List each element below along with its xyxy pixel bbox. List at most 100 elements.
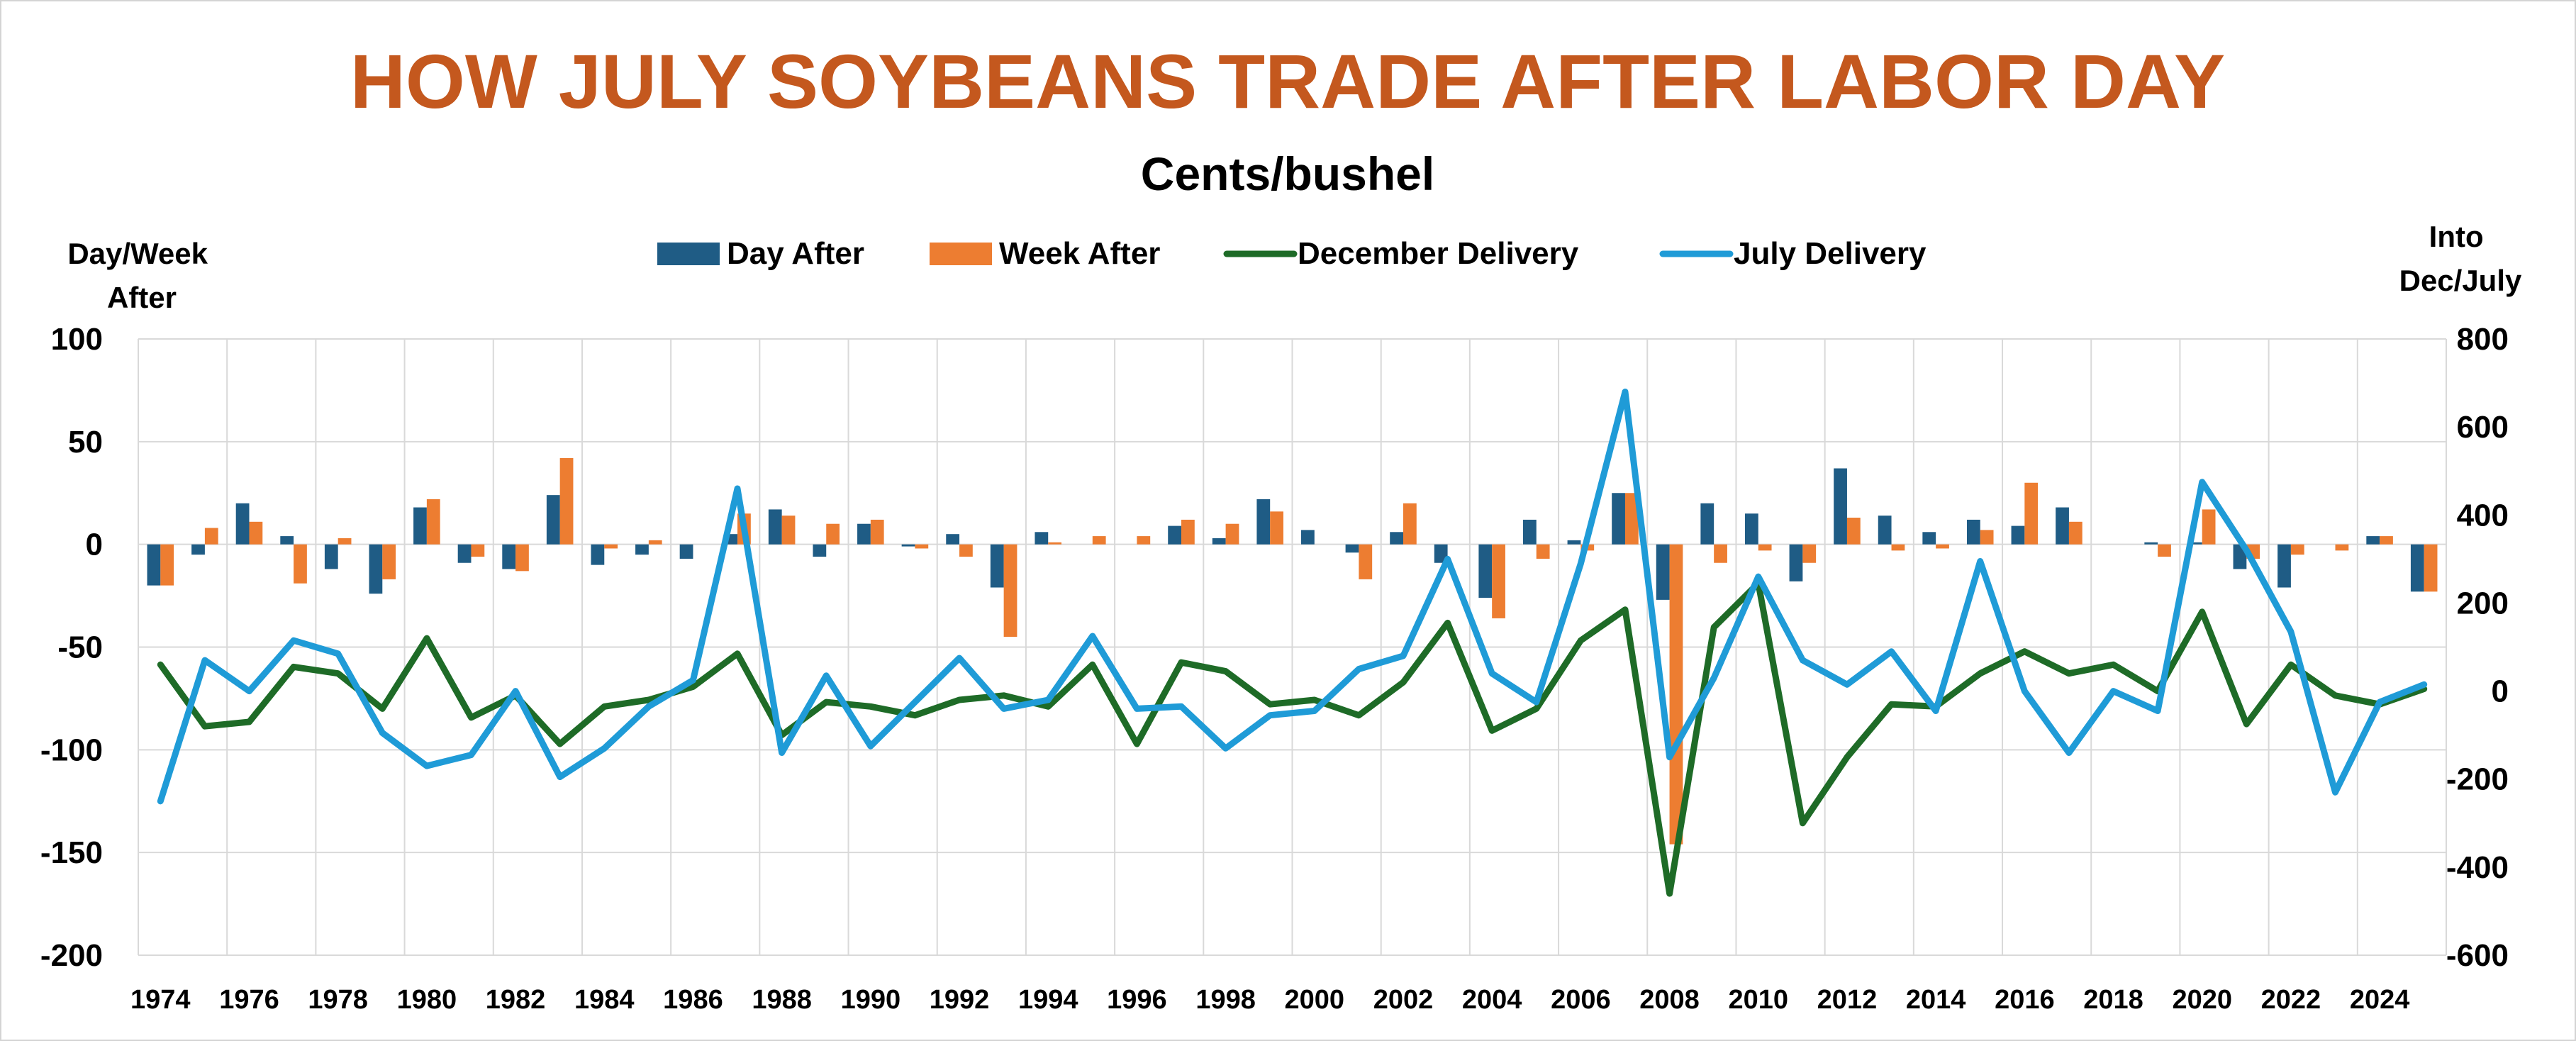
week-after-bar bbox=[1225, 523, 1239, 545]
day-after-bar bbox=[2011, 525, 2025, 545]
week-after-bar bbox=[249, 521, 263, 545]
grid-layer bbox=[138, 338, 2447, 956]
week-after-bar bbox=[1003, 544, 1017, 638]
x-tick-label: 2018 bbox=[2083, 985, 2143, 1015]
x-tick-label: 2014 bbox=[1906, 985, 1966, 1015]
day-after-bar bbox=[280, 536, 294, 545]
day-after-bar bbox=[2277, 544, 2291, 588]
day-after-bar bbox=[1168, 525, 1182, 545]
day-after-bar bbox=[324, 544, 338, 569]
july-delivery-legend-label: July Delivery bbox=[1734, 236, 1927, 271]
x-tick-label: 2002 bbox=[1373, 985, 1434, 1015]
day-after-bar bbox=[502, 544, 516, 569]
day-after-bar bbox=[1390, 532, 1403, 545]
week-after-bar bbox=[870, 519, 884, 545]
day-after-bar bbox=[1656, 544, 1670, 600]
y-right-tick-label: -200 bbox=[2446, 762, 2509, 797]
x-tick-label: 1982 bbox=[486, 985, 546, 1015]
day-after-bar bbox=[1256, 499, 1271, 545]
x-tick-label: 1980 bbox=[397, 985, 457, 1015]
week-after-bar bbox=[781, 516, 796, 545]
week-after-bar bbox=[1137, 536, 1151, 545]
day-after-bar bbox=[591, 544, 605, 565]
week-after-bar bbox=[1492, 544, 1505, 618]
day-after-bar bbox=[813, 544, 827, 557]
chart-legend: Day After Week After December Delivery July… bbox=[657, 236, 1927, 271]
y-left-tick-label: -200 bbox=[40, 938, 103, 973]
week-after-bar bbox=[1936, 544, 1949, 549]
day-after-bar bbox=[2410, 544, 2424, 592]
day-after-legend-label: Day After bbox=[727, 236, 864, 271]
x-tick-label: 1984 bbox=[574, 985, 635, 1015]
day-after-bar bbox=[679, 544, 693, 559]
x-tick-label: 1974 bbox=[130, 985, 191, 1015]
day-after-bar bbox=[457, 544, 472, 563]
y-left-tick-label: 100 bbox=[51, 322, 103, 357]
week-after-bar bbox=[471, 544, 485, 557]
week-after-bar bbox=[2424, 544, 2438, 592]
y-right-tick-label: 800 bbox=[2457, 322, 2509, 357]
week-after-bar bbox=[1403, 503, 1417, 545]
day-after-bar bbox=[235, 503, 250, 545]
week-after-bar bbox=[1181, 519, 1195, 545]
day-after-bar bbox=[1922, 532, 1936, 545]
day-after-bar bbox=[1878, 516, 1892, 545]
day-after-bar bbox=[191, 544, 205, 555]
y-left-tick-label: 0 bbox=[86, 528, 103, 562]
x-tick-label: 2022 bbox=[2261, 985, 2321, 1015]
day-after-bar bbox=[546, 495, 560, 545]
week-after-bar bbox=[1048, 542, 1061, 545]
x-tick-label: 2012 bbox=[1817, 985, 1878, 1015]
day-after-bar bbox=[1612, 493, 1625, 545]
x-tick-label: 1996 bbox=[1107, 985, 1167, 1015]
week-after-bar bbox=[915, 544, 929, 549]
day-after-bar bbox=[2366, 536, 2380, 545]
day-after-bar bbox=[413, 507, 427, 545]
week-after-bar bbox=[1270, 511, 1283, 545]
july-delivery-line bbox=[157, 389, 2428, 805]
week-after-bar bbox=[604, 544, 618, 549]
day-after-bar bbox=[990, 544, 1004, 588]
day-after-bar bbox=[635, 544, 649, 555]
week-after-bar bbox=[959, 544, 973, 557]
day-after-bar bbox=[1434, 544, 1448, 563]
week-after-bar bbox=[2335, 544, 2349, 551]
day-after-bar bbox=[2188, 542, 2202, 545]
week-after-bar bbox=[826, 523, 840, 545]
y-right-axis-title: Into Dec/July bbox=[2399, 220, 2522, 297]
x-tick-label: 1976 bbox=[219, 985, 279, 1015]
x-tick-label: 2004 bbox=[1462, 985, 1522, 1015]
x-tick-label: 1988 bbox=[752, 985, 812, 1015]
x-tick-label: 1990 bbox=[841, 985, 901, 1015]
week-after-bar bbox=[1092, 536, 1106, 545]
y-right-axis-title-line-2: Dec/July bbox=[2399, 264, 2522, 297]
week-after-legend-swatch bbox=[930, 243, 992, 265]
day-after-bar bbox=[946, 534, 960, 545]
y-left-tick-label: -50 bbox=[57, 630, 103, 665]
y-right-axis: 800 600 400 200 0 -200 -400 -600 bbox=[2446, 322, 2509, 973]
week-after-bar bbox=[1669, 544, 1683, 845]
week-after-bar bbox=[1980, 530, 1994, 545]
week-after-bar bbox=[1624, 493, 1639, 545]
day-after-bar bbox=[369, 544, 383, 594]
day-after-bar bbox=[1035, 532, 1049, 545]
x-tick-label: 2020 bbox=[2172, 985, 2232, 1015]
y-right-tick-label: -600 bbox=[2446, 938, 2509, 973]
week-after-bar bbox=[382, 544, 396, 579]
day-after-bar bbox=[1966, 519, 1980, 545]
day-after-bar bbox=[1212, 538, 1226, 545]
day-after-bar bbox=[768, 509, 782, 545]
day-after-bar bbox=[1834, 468, 1847, 545]
week-after-bar bbox=[2202, 509, 2216, 545]
day-after-bar bbox=[1700, 503, 1714, 545]
week-after-legend-label: Week After bbox=[999, 236, 1160, 271]
day-after-legend-swatch bbox=[657, 243, 720, 265]
week-after-bar bbox=[294, 544, 307, 584]
chart-title: HOW JULY SOYBEANS TRADE AFTER LABOR DAY bbox=[350, 38, 2225, 124]
december-delivery-line bbox=[157, 580, 2428, 897]
day-after-bar bbox=[1567, 540, 1581, 545]
week-after-bar bbox=[2068, 521, 2082, 545]
week-after-bar bbox=[338, 538, 352, 545]
